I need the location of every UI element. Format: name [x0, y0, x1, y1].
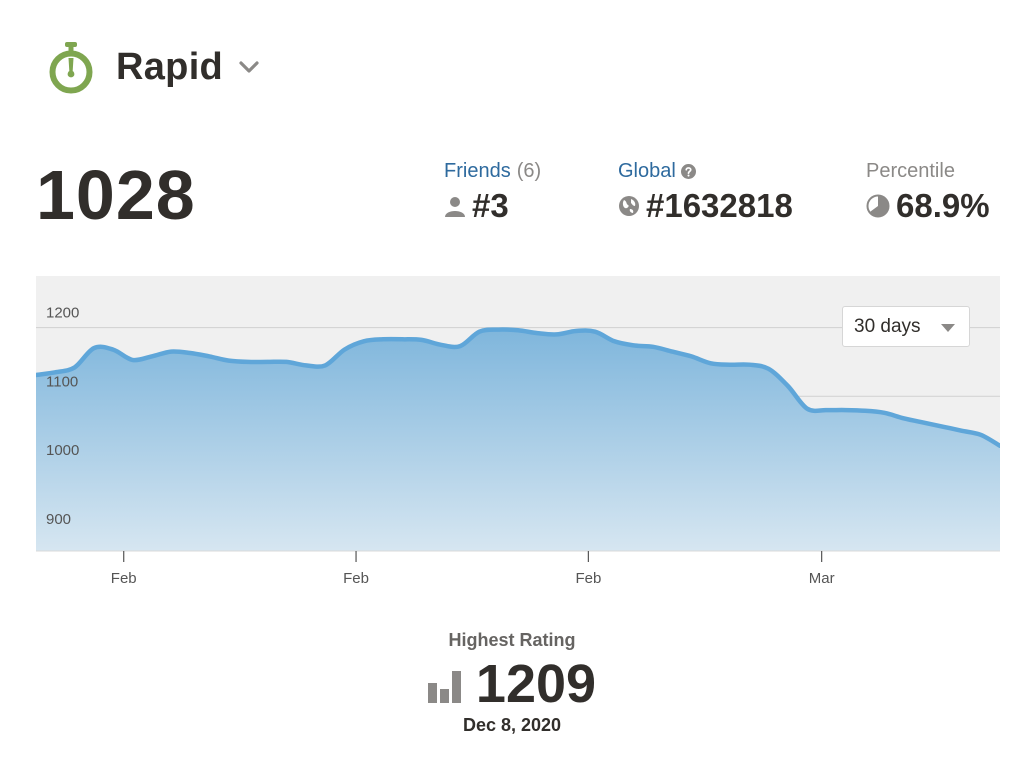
- rating-area: [36, 329, 1000, 551]
- current-rating: 1028: [36, 156, 196, 234]
- game-mode-title[interactable]: Rapid: [116, 45, 224, 88]
- friends-count: (6): [516, 160, 542, 182]
- chevron-down-icon[interactable]: [239, 60, 259, 74]
- percentile-value: 68.9%: [896, 187, 990, 224]
- user-icon: [445, 197, 465, 217]
- rating-history-chart: 900 1000 1100 1200 Feb Feb Feb Mar: [36, 276, 1000, 587]
- friends-rank: #3: [472, 187, 509, 224]
- rating-line: [36, 327, 1000, 449]
- friends-link[interactable]: Friends: [444, 160, 511, 182]
- friends-stat: Friends (6) #3: [444, 158, 541, 226]
- help-icon[interactable]: [680, 163, 696, 179]
- global-link[interactable]: Global: [618, 160, 676, 182]
- y-tick-label: 900: [46, 511, 71, 528]
- y-tick-label: 1100: [46, 373, 78, 390]
- game-mode-header: Rapid: [48, 40, 259, 94]
- x-tick-label: Mar: [809, 570, 835, 587]
- x-tick-label: Feb: [111, 570, 137, 587]
- global-stat: Global #1632818: [618, 158, 793, 226]
- y-tick-label: 1200: [46, 305, 79, 322]
- range-select-value: 30 days: [854, 315, 921, 337]
- pie-chart-icon: [866, 194, 890, 218]
- stopwatch-icon: [49, 42, 93, 94]
- highest-rating-date: Dec 8, 2020: [462, 715, 562, 735]
- percentile-label: Percentile: [866, 160, 955, 182]
- x-tick-label: Feb: [575, 570, 601, 587]
- bar-chart-icon: [427, 671, 461, 703]
- highest-rating-panel: Highest Rating 1209 Dec 8, 2020: [0, 630, 1024, 736]
- globe-icon: [619, 196, 639, 216]
- global-rank: #1632818: [646, 187, 793, 224]
- highest-rating-label: Highest Rating: [448, 630, 576, 650]
- y-tick-label: 1000: [46, 442, 79, 459]
- caret-down-icon: [941, 324, 955, 332]
- percentile-stat: Percentile 68.9%: [866, 158, 990, 226]
- x-tick-label: Feb: [343, 570, 369, 587]
- range-select[interactable]: 30 days: [842, 306, 970, 347]
- highest-rating-value: 1209: [475, 654, 597, 714]
